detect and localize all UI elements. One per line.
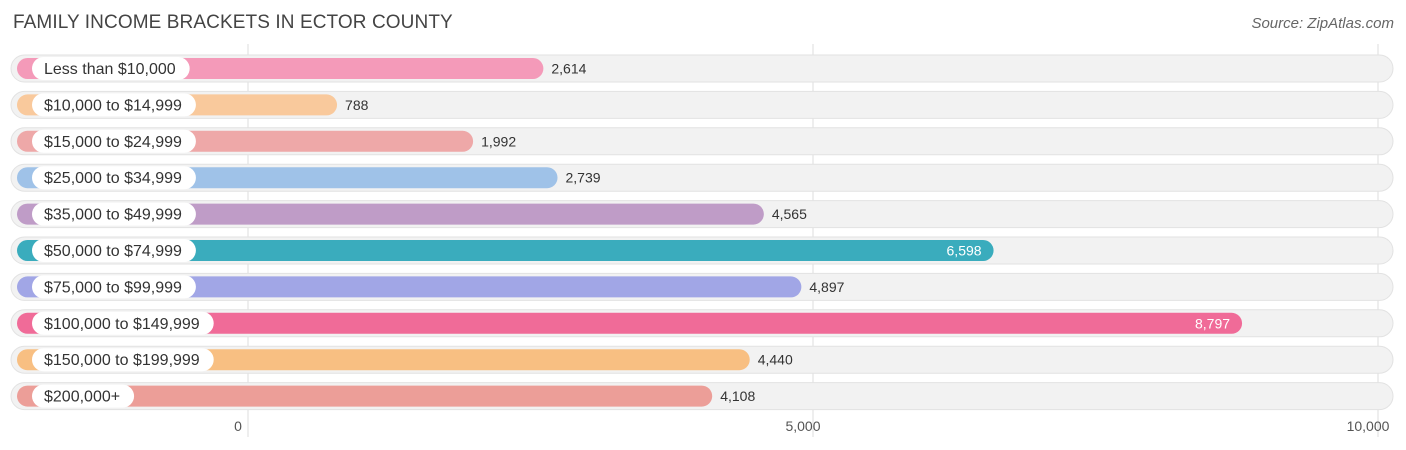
category-label: $75,000 to $99,999: [44, 279, 182, 296]
category-label-pill: [32, 311, 214, 335]
bar-row: Less than $10,000 2,614: [10, 54, 1394, 83]
bar: [17, 312, 1243, 334]
bar: [17, 276, 802, 298]
category-label-pill: [32, 384, 135, 408]
value-label: 8,797: [1195, 315, 1230, 331]
value-label: 1,992: [481, 133, 516, 149]
chart-source: Source: ZipAtlas.com: [1251, 15, 1394, 32]
category-label: $15,000 to $24,999: [44, 134, 182, 151]
category-label: $35,000 to $49,999: [44, 207, 182, 224]
value-label: 4,440: [758, 352, 793, 368]
category-label-pill: [32, 275, 196, 299]
value-label: 788: [345, 97, 369, 113]
category-label: $150,000 to $199,999: [44, 352, 200, 369]
bar-row: $15,000 to $24,999 1,992: [10, 127, 1394, 156]
category-label-pill: [32, 239, 196, 262]
chart-title: FAMILY INCOME BRACKETS IN ECTOR COUNTY: [13, 12, 453, 33]
x-tick-label: 0: [234, 418, 242, 434]
category-label: $50,000 to $74,999: [44, 243, 182, 260]
bar-row: $50,000 to $74,999 6,598: [10, 236, 1394, 265]
bar-row: $35,000 to $49,999 4,565: [10, 200, 1394, 229]
bar-row: $10,000 to $14,999 788: [10, 90, 1394, 119]
value-label: 4,565: [772, 206, 807, 222]
rows-layer: Less than $10,000 2,614 $10,000 to $14,999…: [10, 54, 1394, 411]
x-axis: 0 5,000 10,000: [234, 418, 1390, 434]
category-label: $10,000 to $14,999: [44, 97, 182, 114]
bar: [17, 203, 764, 225]
category-label: $25,000 to $34,999: [44, 170, 182, 187]
x-tick-label: 5,000: [785, 418, 820, 434]
category-label-pill: [32, 93, 196, 117]
bar-row: $200,000+ 4,108: [10, 382, 1394, 411]
value-label: 2,739: [566, 170, 601, 186]
bar: [17, 240, 994, 261]
bar-track: [10, 90, 1394, 119]
bar-row: $100,000 to $149,999 8,797: [10, 309, 1394, 338]
category-label: $100,000 to $149,999: [44, 316, 200, 333]
category-label: Less than $10,000: [44, 61, 176, 78]
value-label: 4,897: [809, 279, 844, 295]
category-label-pill: [32, 166, 196, 190]
category-label-pill: [32, 57, 190, 80]
category-label-pill: [32, 348, 214, 372]
value-label: 6,598: [947, 243, 982, 259]
value-label: 4,108: [720, 388, 755, 404]
bar-row: $75,000 to $99,999 4,897: [10, 272, 1394, 301]
bar-row: $150,000 to $199,999 4,440: [10, 345, 1394, 374]
bar-row: $25,000 to $34,999 2,739: [10, 163, 1394, 192]
value-label: 2,614: [551, 61, 586, 77]
x-tick-label: 10,000: [1347, 418, 1390, 434]
category-label-pill: [32, 202, 196, 226]
category-label: $200,000+: [44, 389, 120, 406]
bar: [17, 385, 713, 407]
category-label-pill: [32, 129, 196, 153]
